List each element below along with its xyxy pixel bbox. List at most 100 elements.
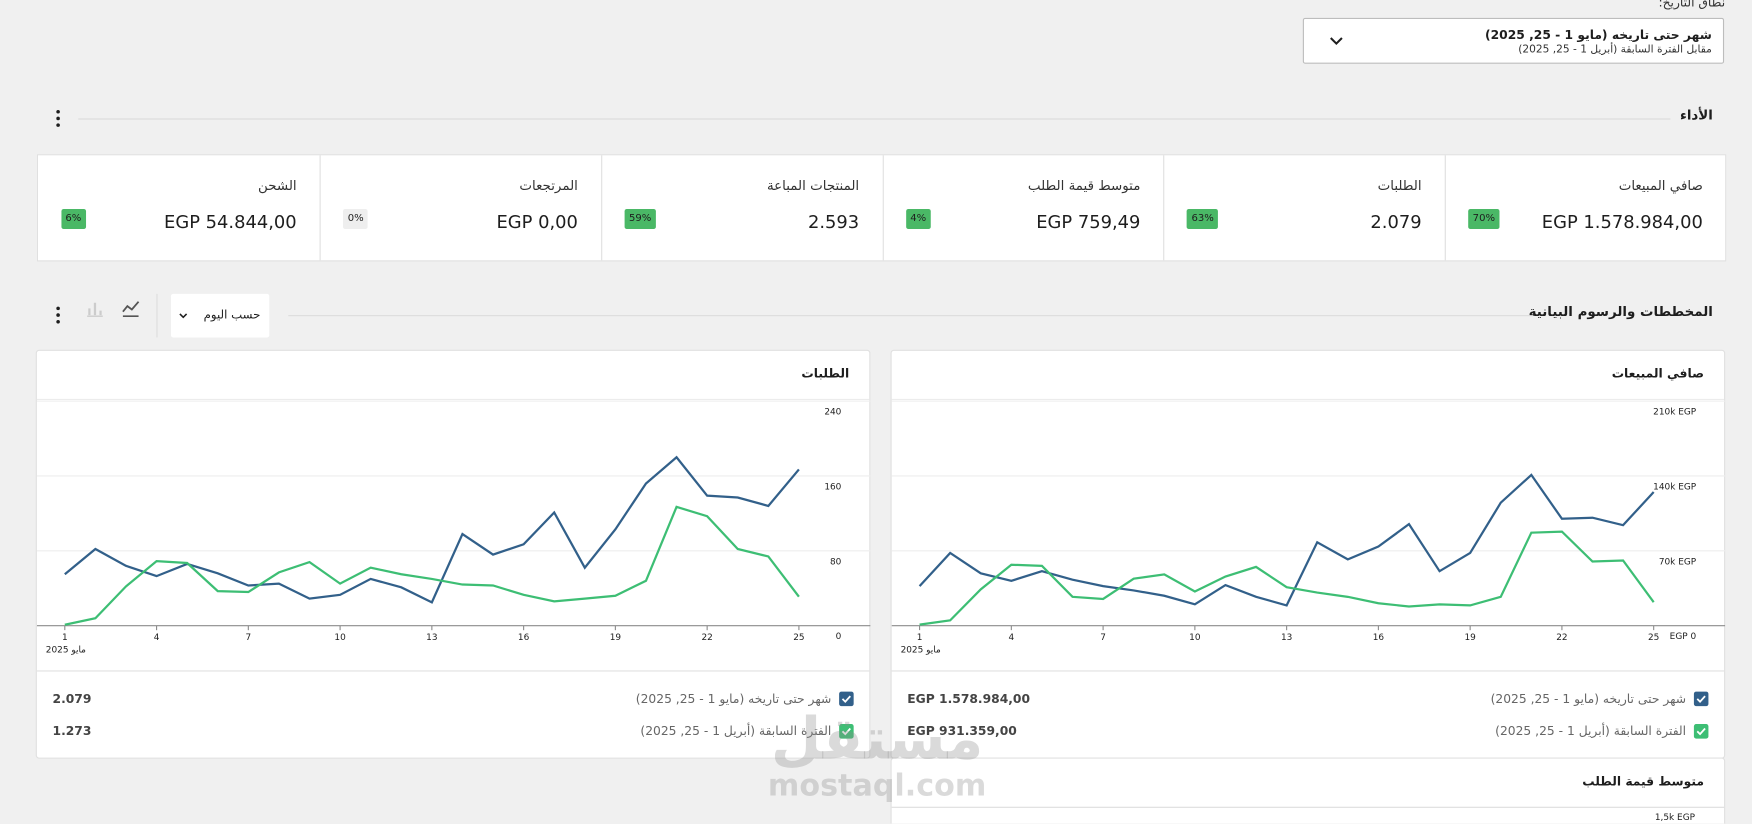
x-sublabel: مايو 2025 xyxy=(901,646,941,656)
card-rule xyxy=(36,670,870,672)
x-tick-label: 10 xyxy=(334,633,346,643)
y-tick-label: EGP 0 xyxy=(1670,632,1697,642)
legend-checkbox[interactable] xyxy=(1693,691,1709,707)
x-tick-label: 19 xyxy=(610,633,622,643)
kpi-panel: صافي المبيعات EGP 1.578.984,00 70% الطلبات 2… xyxy=(36,154,1727,262)
kpi-cell[interactable]: متوسط قيمة الطلب EGP 759,49 4% xyxy=(882,155,1162,261)
y-tick-label: 210k EGP xyxy=(1653,408,1697,418)
card-rule xyxy=(891,398,1725,401)
x-tick-label: 22 xyxy=(1556,633,1567,643)
legend-total: 2.079 xyxy=(52,691,92,707)
chevron-icon xyxy=(179,313,188,319)
x-tick-label: 10 xyxy=(1189,633,1201,643)
kpi-delta: 0% xyxy=(343,208,369,230)
kpi-cell[interactable]: الشحن EGP 54.844,00 6% xyxy=(39,155,319,260)
watermark: mostaql.com xyxy=(767,768,987,804)
line-chart-toggle[interactable] xyxy=(121,298,141,318)
x-tick-label: 25 xyxy=(1648,633,1659,643)
check-icon xyxy=(1696,695,1706,703)
kpi-cell[interactable]: المنتجات المباعة 2.593 59% xyxy=(601,155,881,261)
check-icon xyxy=(841,727,851,736)
legend-item[interactable]: شهر حتى تاريخه (مايو 1 - 25, 2025) 2.079 xyxy=(53,688,854,710)
kpi-label: صافي المبيعات xyxy=(1618,177,1703,194)
x-tick-label: 4 xyxy=(1008,633,1014,643)
kpi-value: 2.079 xyxy=(1370,211,1422,233)
legend-label: شهر حتى تاريخه (مايو 1 - 25, 2025) xyxy=(1490,691,1687,707)
kpi-value: EGP 759,49 xyxy=(1036,211,1141,233)
y-tick-label: 160 xyxy=(824,482,841,492)
x-tick-label: 19 xyxy=(1464,633,1476,643)
kpi-value: EGP 0,00 xyxy=(496,211,578,233)
legend-checkbox[interactable] xyxy=(1693,724,1709,739)
kpi-value: EGP 54.844,00 xyxy=(164,211,297,233)
legend-total: EGP 1.578.984,00 xyxy=(907,691,1031,707)
plot: EGP 0 70k EGP 140k EGP 210k EGP 1 4 7 10 13 16 19 2… xyxy=(891,400,1726,656)
series-line xyxy=(64,455,800,604)
kpi-label: المرتجعات xyxy=(519,177,578,194)
watermark: مستقل xyxy=(770,706,984,774)
card-rule xyxy=(891,670,1725,672)
plot: 0 80 160 240 1 4 7 10 13 16 19 22 25 مايو 2025 xyxy=(36,400,871,656)
y-tick-label: 0 xyxy=(836,632,842,642)
date-range-picker[interactable]: شهر حتى تاريخه (مايو 1 - 25, 2025) مقابل… xyxy=(1302,17,1725,64)
kpi-cell[interactable]: المرتجعات EGP 0,00 0% xyxy=(319,155,600,261)
legend-checkbox[interactable] xyxy=(839,724,854,739)
series-line xyxy=(919,530,1655,626)
kpi-cell[interactable]: صافي المبيعات EGP 1.578.984,00 70% xyxy=(1444,155,1725,261)
kpi-delta: 4% xyxy=(905,208,931,230)
separator xyxy=(156,293,158,338)
x-tick-label: 16 xyxy=(518,633,530,643)
kpi-delta: 70% xyxy=(1468,208,1500,230)
legend-total: 1.273 xyxy=(52,724,92,739)
chart-card: الطلبات 0 80 160 240 1 4 7 10 13 16 19 22 25 مايو 2025… xyxy=(35,349,871,759)
chart-card: صافي المبيعات EGP 0 70k EGP 140k EGP 210k EG… xyxy=(890,349,1726,759)
kpi-label: متوسط قيمة الطلب xyxy=(1027,177,1141,194)
legend-label: الفترة السابقة (أبريل 1 - 25, 2025) xyxy=(1495,724,1687,739)
card-rule xyxy=(36,398,870,401)
x-tick-label: 13 xyxy=(426,633,437,643)
interval-label: حسب اليوم xyxy=(203,308,261,322)
chart-card: متوسط قيمة الطلب 1,5k EGP xyxy=(890,757,1726,824)
section-title: الأداء xyxy=(1679,107,1713,123)
x-tick-label: 1 xyxy=(917,633,923,643)
chart-title: صافي المبيعات xyxy=(1611,366,1704,382)
x-tick-label: 22 xyxy=(701,633,712,643)
legend-checkbox[interactable] xyxy=(839,691,854,707)
y-tick-label: 80 xyxy=(830,557,842,567)
legend-item[interactable]: الفترة السابقة (أبريل 1 - 25, 2025) EGP 9… xyxy=(907,721,1709,743)
y-tick-label: 140k EGP xyxy=(1653,482,1697,492)
y-tick-label: 70k EGP xyxy=(1659,557,1697,567)
bar-chart-toggle[interactable] xyxy=(85,298,105,318)
chart-title: متوسط قيمة الطلب xyxy=(1582,774,1704,789)
legend-item[interactable]: شهر حتى تاريخه (مايو 1 - 25, 2025) EGP 1.… xyxy=(907,688,1709,710)
chevron-icon xyxy=(1330,37,1343,45)
x-tick-label: 13 xyxy=(1281,633,1292,643)
more-menu[interactable] xyxy=(53,305,64,325)
legend-total: EGP 931.359,00 xyxy=(907,724,1017,739)
x-tick-label: 7 xyxy=(1100,633,1106,643)
y-tick-label: 240 xyxy=(824,408,841,418)
legend-label: الفترة السابقة (أبريل 1 - 25, 2025) xyxy=(640,724,832,739)
x-tick-label: 1 xyxy=(62,633,68,643)
kpi-label: الشحن xyxy=(258,177,297,194)
kpi-delta: 63% xyxy=(1186,208,1219,230)
section-rule xyxy=(288,315,1534,317)
legend-item[interactable]: الفترة السابقة (أبريل 1 - 25, 2025) 1.273 xyxy=(53,721,854,743)
check-icon xyxy=(1696,727,1706,736)
x-sublabel: مايو 2025 xyxy=(46,646,86,656)
kpi-value: EGP 1.578.984,00 xyxy=(1541,211,1703,233)
interval-select[interactable]: حسب اليوم xyxy=(170,293,270,338)
section-rule xyxy=(78,118,1671,120)
chart-title: الطلبات xyxy=(801,366,850,382)
card-rule xyxy=(891,806,1725,808)
x-tick-label: 4 xyxy=(154,633,160,643)
kpi-label: الطلبات xyxy=(1377,177,1422,194)
kpi-cell[interactable]: الطلبات 2.079 63% xyxy=(1163,155,1444,261)
more-menu[interactable] xyxy=(53,108,64,128)
y-tick-label: 1,5k EGP xyxy=(1654,812,1696,823)
series-line xyxy=(64,505,800,626)
legend-label: شهر حتى تاريخه (مايو 1 - 25, 2025) xyxy=(635,691,832,707)
section-title: المخططات والرسوم البيانية xyxy=(1528,303,1713,320)
x-tick-label: 16 xyxy=(1373,633,1385,643)
date-range-current: شهر حتى تاريخه (مايو 1 - 25, 2025) xyxy=(1484,27,1712,43)
